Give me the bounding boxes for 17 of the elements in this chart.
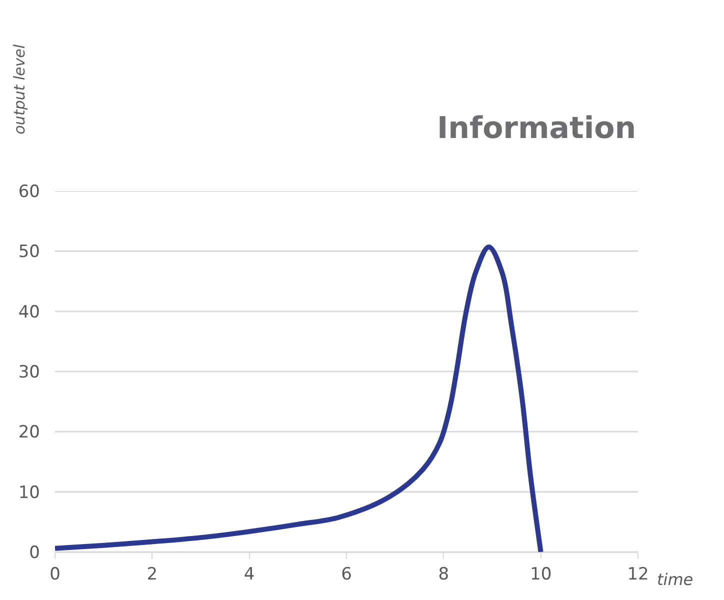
x-tick-label: 0 — [50, 564, 60, 584]
y-tick-label: 60 — [18, 182, 40, 202]
x-tick-label: 12 — [627, 564, 649, 584]
x-tick-label: 10 — [530, 564, 552, 584]
x-tick-label: 6 — [341, 564, 352, 584]
y-tick-label: 30 — [18, 362, 40, 382]
y-tick-label: 10 — [18, 482, 40, 503]
x-tick-label: 2 — [146, 564, 158, 584]
y-axis-title: output level — [10, 44, 29, 134]
x-axis-title: time — [657, 570, 694, 589]
y-tick-label: 0 — [29, 542, 40, 563]
y-tick-label: 40 — [18, 302, 40, 322]
y-tick-label: 20 — [18, 422, 40, 443]
x-tick-label: 8 — [438, 564, 450, 584]
y-tick-label: 50 — [18, 242, 40, 262]
chart-title: Information — [437, 111, 636, 146]
x-tick-label: 4 — [244, 564, 255, 584]
